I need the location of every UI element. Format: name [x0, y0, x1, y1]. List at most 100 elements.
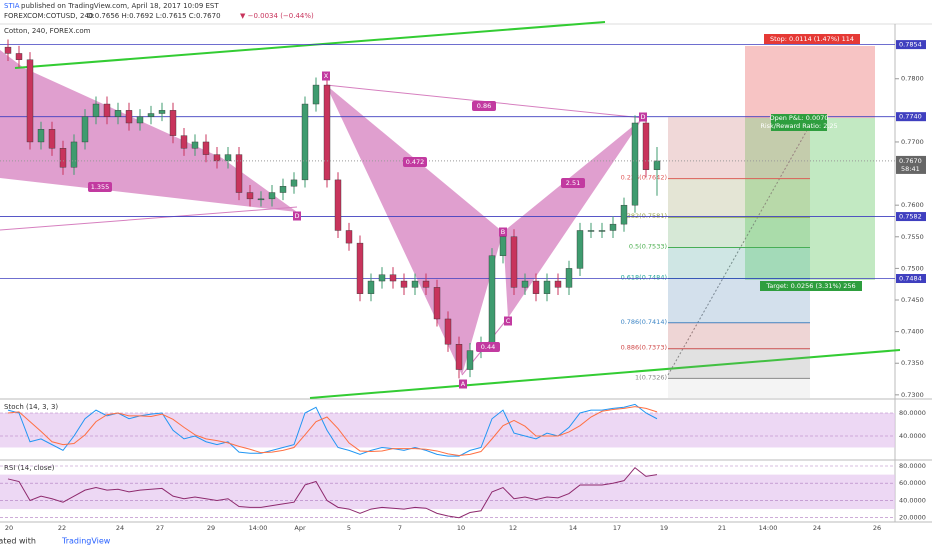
candle-body — [433, 287, 441, 320]
level-tag — [896, 112, 926, 122]
candle-body — [543, 280, 551, 294]
candle-body — [609, 223, 617, 231]
y-tick-label: 0.7600 — [901, 201, 924, 209]
level-label: 0.7854 — [899, 41, 922, 49]
indicator-line — [7, 467, 658, 519]
candle-body — [169, 110, 177, 136]
stoch-title: Stoch (14, 3, 3) — [4, 403, 58, 411]
pattern-point: X — [324, 72, 329, 80]
fib-band — [668, 348, 810, 379]
candle-body — [279, 186, 287, 193]
ratio-tag — [403, 157, 427, 167]
candle-body — [400, 280, 408, 288]
candle-body — [510, 236, 518, 288]
x-tick-label: 14:00 — [759, 524, 778, 532]
y-tick-label: 40.0000 — [899, 496, 926, 504]
candle-body — [378, 274, 386, 282]
x-tick-label: 29 — [207, 524, 215, 532]
ratio: 1.355 — [91, 183, 110, 191]
candle-body — [323, 84, 331, 181]
y-tick-label: 0.7500 — [901, 264, 924, 272]
x-tick-label: 26 — [873, 524, 881, 532]
footer-created: Created with — [0, 537, 36, 546]
pnl-tag — [771, 114, 827, 131]
indicator-line — [7, 406, 658, 457]
ratio-tag — [561, 178, 585, 188]
candle-body — [48, 129, 56, 149]
candle-body — [554, 280, 562, 288]
last-price-label: 0.7670 — [899, 157, 922, 165]
ohlc: O:0.7656 H:0.7692 L:0.7615 C:0.7670 — [87, 12, 221, 20]
x-tick-label: 17 — [613, 524, 621, 532]
candle-body — [257, 198, 265, 201]
x-tick-label: 22 — [58, 524, 66, 532]
candle-body — [642, 122, 650, 170]
pattern-point: B — [501, 228, 505, 236]
chart-title: Cotton, 240, FOREX.com — [4, 27, 91, 35]
rr-label: Risk/Reward Ratio: 2.25 — [760, 122, 837, 130]
candle-body — [290, 179, 298, 187]
candle-body — [213, 154, 221, 162]
x-tick-label: 19 — [660, 524, 668, 532]
candle-body — [389, 274, 397, 282]
target-zone — [745, 118, 875, 280]
fib-band — [668, 322, 810, 349]
x-tick-label: 5 — [347, 524, 351, 532]
pattern-point: D — [294, 212, 299, 220]
y-tick-label: 0.7700 — [901, 138, 924, 146]
x-tick-label: 27 — [156, 524, 164, 532]
stop-tag — [764, 34, 860, 44]
pattern-point-tag — [639, 112, 647, 122]
y-tick-label: 20.0000 — [899, 514, 926, 522]
y-tick-label: 60.0000 — [899, 479, 926, 487]
countdown: 58:41 — [901, 165, 920, 173]
author[interactable]: STIA — [4, 2, 20, 10]
published: published on TradingView.com, April 18, … — [21, 2, 219, 10]
candle-body — [334, 179, 342, 231]
x-tick-label: 24 — [116, 524, 124, 532]
last-price-tag — [896, 155, 926, 174]
target-tag — [760, 281, 862, 291]
trend-line — [309, 349, 901, 399]
symbol: FOREXCOM:COTUSD, 240 — [4, 12, 93, 20]
y-tick-label: 40.0000 — [899, 432, 926, 440]
ratio: 2.51 — [566, 179, 580, 187]
y-tick-label: 0.7450 — [901, 296, 924, 304]
candle-body — [59, 148, 67, 168]
fib-label: 0.618(0.7484) — [621, 274, 667, 282]
x-tick-label: Apr — [294, 524, 306, 532]
pattern-point-tag — [293, 211, 301, 221]
pattern-point-tag — [499, 227, 507, 237]
candle-body — [444, 318, 452, 345]
candle-body — [191, 141, 199, 149]
level-label: 0.7582 — [899, 213, 922, 221]
fib-band — [668, 217, 810, 248]
candle-body — [598, 230, 606, 232]
candle-body — [92, 103, 100, 117]
candle-body — [367, 280, 375, 294]
candle-body — [576, 230, 584, 269]
candle-body — [70, 141, 78, 168]
fib-label: 0.886(0.7373) — [621, 344, 667, 352]
candle-body — [356, 242, 364, 294]
footer-brand[interactable]: TradingView — [61, 537, 111, 546]
x-tick-label: 24 — [813, 524, 821, 532]
candle-body — [268, 192, 276, 200]
y-tick-label: 0.7350 — [901, 359, 924, 367]
pattern-point-tag — [322, 71, 330, 81]
candle-body — [411, 280, 419, 288]
candle-body — [246, 192, 254, 200]
candle-body — [455, 344, 463, 370]
y-tick-label: 0.7550 — [901, 233, 924, 241]
indicator-band — [0, 413, 895, 448]
candle-body — [532, 280, 540, 294]
candle-body — [125, 110, 133, 124]
y-tick-label: 0.7800 — [901, 75, 924, 83]
candle-body — [312, 84, 320, 105]
candle-body — [301, 103, 309, 181]
y-tick-label: 80.0000 — [899, 462, 926, 470]
ratio: 0.472 — [406, 158, 425, 166]
x-tick-label: 14:00 — [249, 524, 268, 532]
y-tick-label: 80.0000 — [899, 409, 926, 417]
